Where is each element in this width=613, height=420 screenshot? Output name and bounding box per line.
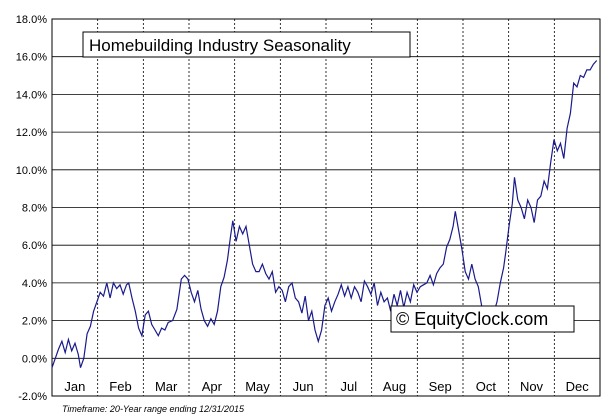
month-label: Nov <box>520 379 544 394</box>
y-tick-label: 2.0% <box>22 316 47 328</box>
month-label: Oct <box>476 379 497 394</box>
y-tick-label: 8.0% <box>22 203 47 215</box>
vertical-gridlines <box>97 19 555 396</box>
month-label: Sep <box>429 379 452 394</box>
month-label: Jun <box>293 379 314 394</box>
month-label: May <box>245 379 270 394</box>
y-tick-label: 10.0% <box>16 165 47 177</box>
y-tick-label: 16.0% <box>16 52 47 64</box>
month-label: Feb <box>109 379 131 394</box>
y-tick-label: 12.0% <box>16 127 47 139</box>
x-axis-month-labels: Jan Feb Mar Apr May Jun Jul Aug Sep Oct Nov Dec <box>64 379 589 394</box>
y-tick-label: 6.0% <box>22 240 47 252</box>
chart-title-box: Homebuilding Industry Seasonality <box>82 31 411 58</box>
month-label: Jan <box>64 379 85 394</box>
watermark-text: © EquityClock.com <box>396 309 548 329</box>
month-label: Dec <box>566 379 590 394</box>
y-tick-label: 18.0% <box>16 14 47 26</box>
watermark-box: © EquityClock.com <box>390 305 575 333</box>
month-label: Jul <box>341 379 358 394</box>
y-tick-label: 0.0% <box>22 353 47 365</box>
y-tick-label: 14.0% <box>16 89 47 101</box>
month-label: Mar <box>155 379 178 394</box>
y-axis-tick-labels: -2.0% 0.0% 2.0% 4.0% 6.0% 8.0% 10.0% 12.0% 14.0%… <box>16 14 47 403</box>
y-tick-label: 4.0% <box>22 278 47 290</box>
footnote: Timeframe: 20-Year range ending 12/31/20… <box>62 404 245 414</box>
y-tick-label: -2.0% <box>18 391 47 403</box>
month-label: Apr <box>202 379 223 394</box>
month-label: Aug <box>383 379 406 394</box>
chart-title: Homebuilding Industry Seasonality <box>89 36 351 55</box>
series-line <box>51 60 598 368</box>
